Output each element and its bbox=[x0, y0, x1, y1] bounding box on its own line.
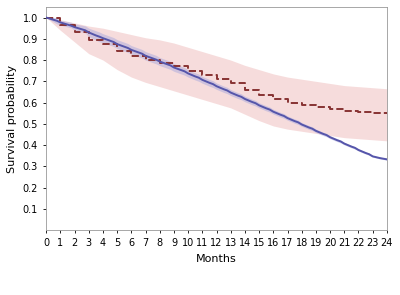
Y-axis label: Survival probability: Survival probability bbox=[7, 65, 17, 173]
X-axis label: Months: Months bbox=[196, 254, 237, 264]
